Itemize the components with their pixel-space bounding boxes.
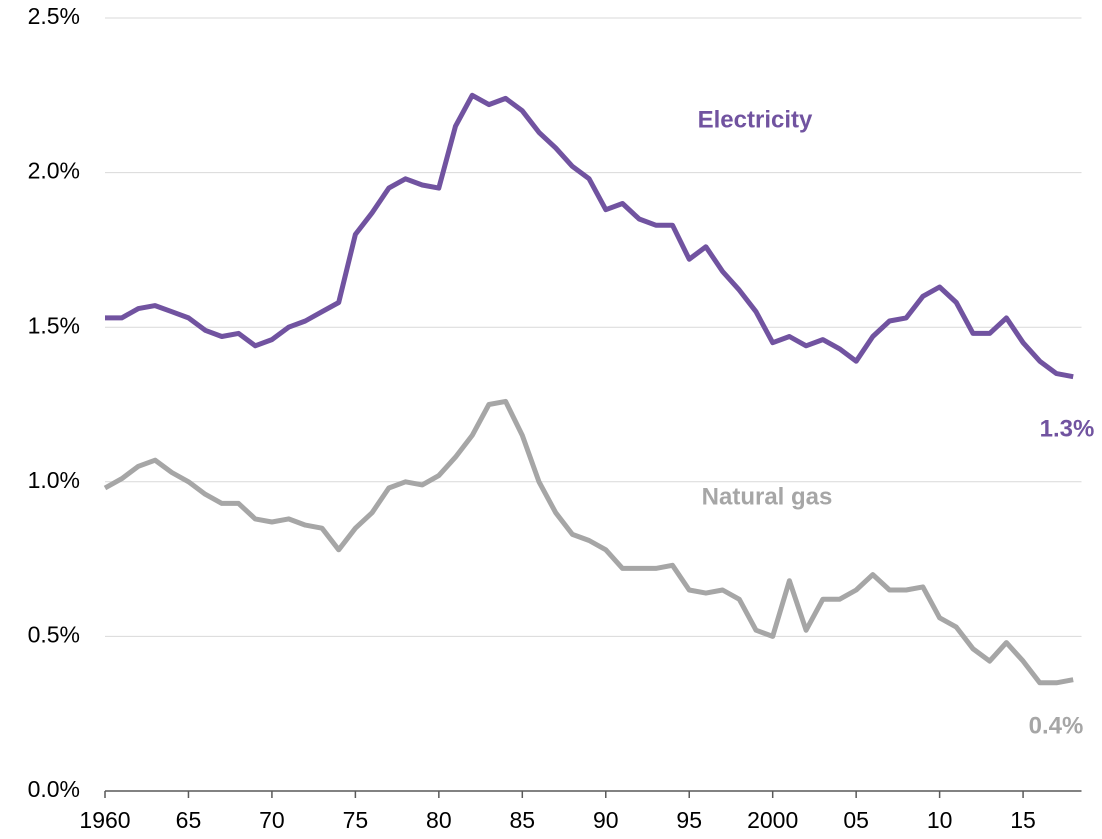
y-tick-label: 0.0% [28, 776, 80, 802]
y-tick-label: 0.5% [28, 621, 80, 647]
x-tick-label: 65 [176, 807, 202, 833]
x-tick-label: 95 [676, 807, 702, 833]
series-line [105, 92, 1074, 380]
x-tick-label: 70 [259, 807, 285, 833]
series-label: Natural gas [702, 483, 833, 510]
x-tick-label: 1960 [79, 807, 130, 833]
x-tick-label: 75 [343, 807, 369, 833]
end-label: 0.4% [1029, 712, 1084, 739]
x-tick-label: 80 [426, 807, 452, 833]
x-tick-label: 10 [927, 807, 953, 833]
series-label: Electricity [698, 106, 813, 133]
x-tick-label: 2000 [747, 807, 798, 833]
y-tick-label: 1.0% [28, 467, 80, 493]
x-tick-label: 85 [510, 807, 536, 833]
x-tick-label: 90 [593, 807, 619, 833]
y-tick-label: 2.5% [28, 3, 80, 29]
series-line [103, 398, 1074, 686]
y-tick-label: 1.5% [28, 312, 80, 338]
x-tick-label: 15 [1010, 807, 1036, 833]
end-label: 1.3% [1040, 415, 1095, 442]
y-tick-label: 2.0% [28, 158, 80, 184]
x-tick-label: 05 [843, 807, 869, 833]
